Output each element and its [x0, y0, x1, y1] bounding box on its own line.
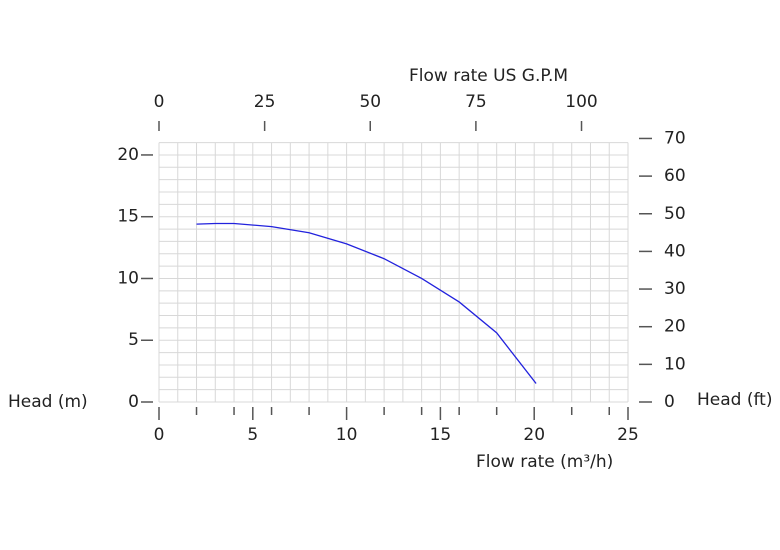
y2-tick-label: 60	[664, 166, 686, 186]
x-tick-label: 15	[430, 425, 452, 445]
y-tick-label: 10	[117, 268, 139, 288]
x-tick-label: 5	[247, 425, 258, 445]
x-axis-label: Flow rate (m³/h)	[476, 452, 613, 472]
x-tick-label: 10	[336, 425, 358, 445]
x-tick-label: 20	[523, 425, 545, 445]
line-series	[196, 222, 537, 384]
y2-tick-label: 50	[664, 204, 686, 224]
y-tick-label: 5	[128, 330, 139, 350]
y2-axis-label: Head (ft)	[697, 390, 772, 410]
x2-tick-label: 25	[254, 92, 276, 112]
x2-tick-label: 75	[465, 92, 487, 112]
y2-tick-label: 0	[664, 392, 675, 412]
y2-tick-label: 20	[664, 317, 686, 337]
x2-tick-label: 0	[154, 92, 165, 112]
y2-tick-label: 30	[664, 279, 686, 299]
x2-tick-label: 100	[565, 92, 597, 112]
y-tick-label: 0	[128, 392, 139, 412]
y-axis-label: Head (m)	[8, 392, 88, 412]
x2-tick-label: 50	[359, 92, 381, 112]
y2-tick-label: 10	[664, 354, 686, 374]
y-tick-label: 15	[117, 207, 139, 227]
x2-axis-label: Flow rate US G.P.M	[409, 66, 568, 86]
y2-tick-label: 40	[664, 241, 686, 261]
x-tick-label: 0	[154, 425, 165, 445]
y2-tick-label: 70	[664, 128, 686, 148]
x-tick-label: 25	[617, 425, 639, 445]
y-tick-label: 20	[117, 145, 139, 165]
